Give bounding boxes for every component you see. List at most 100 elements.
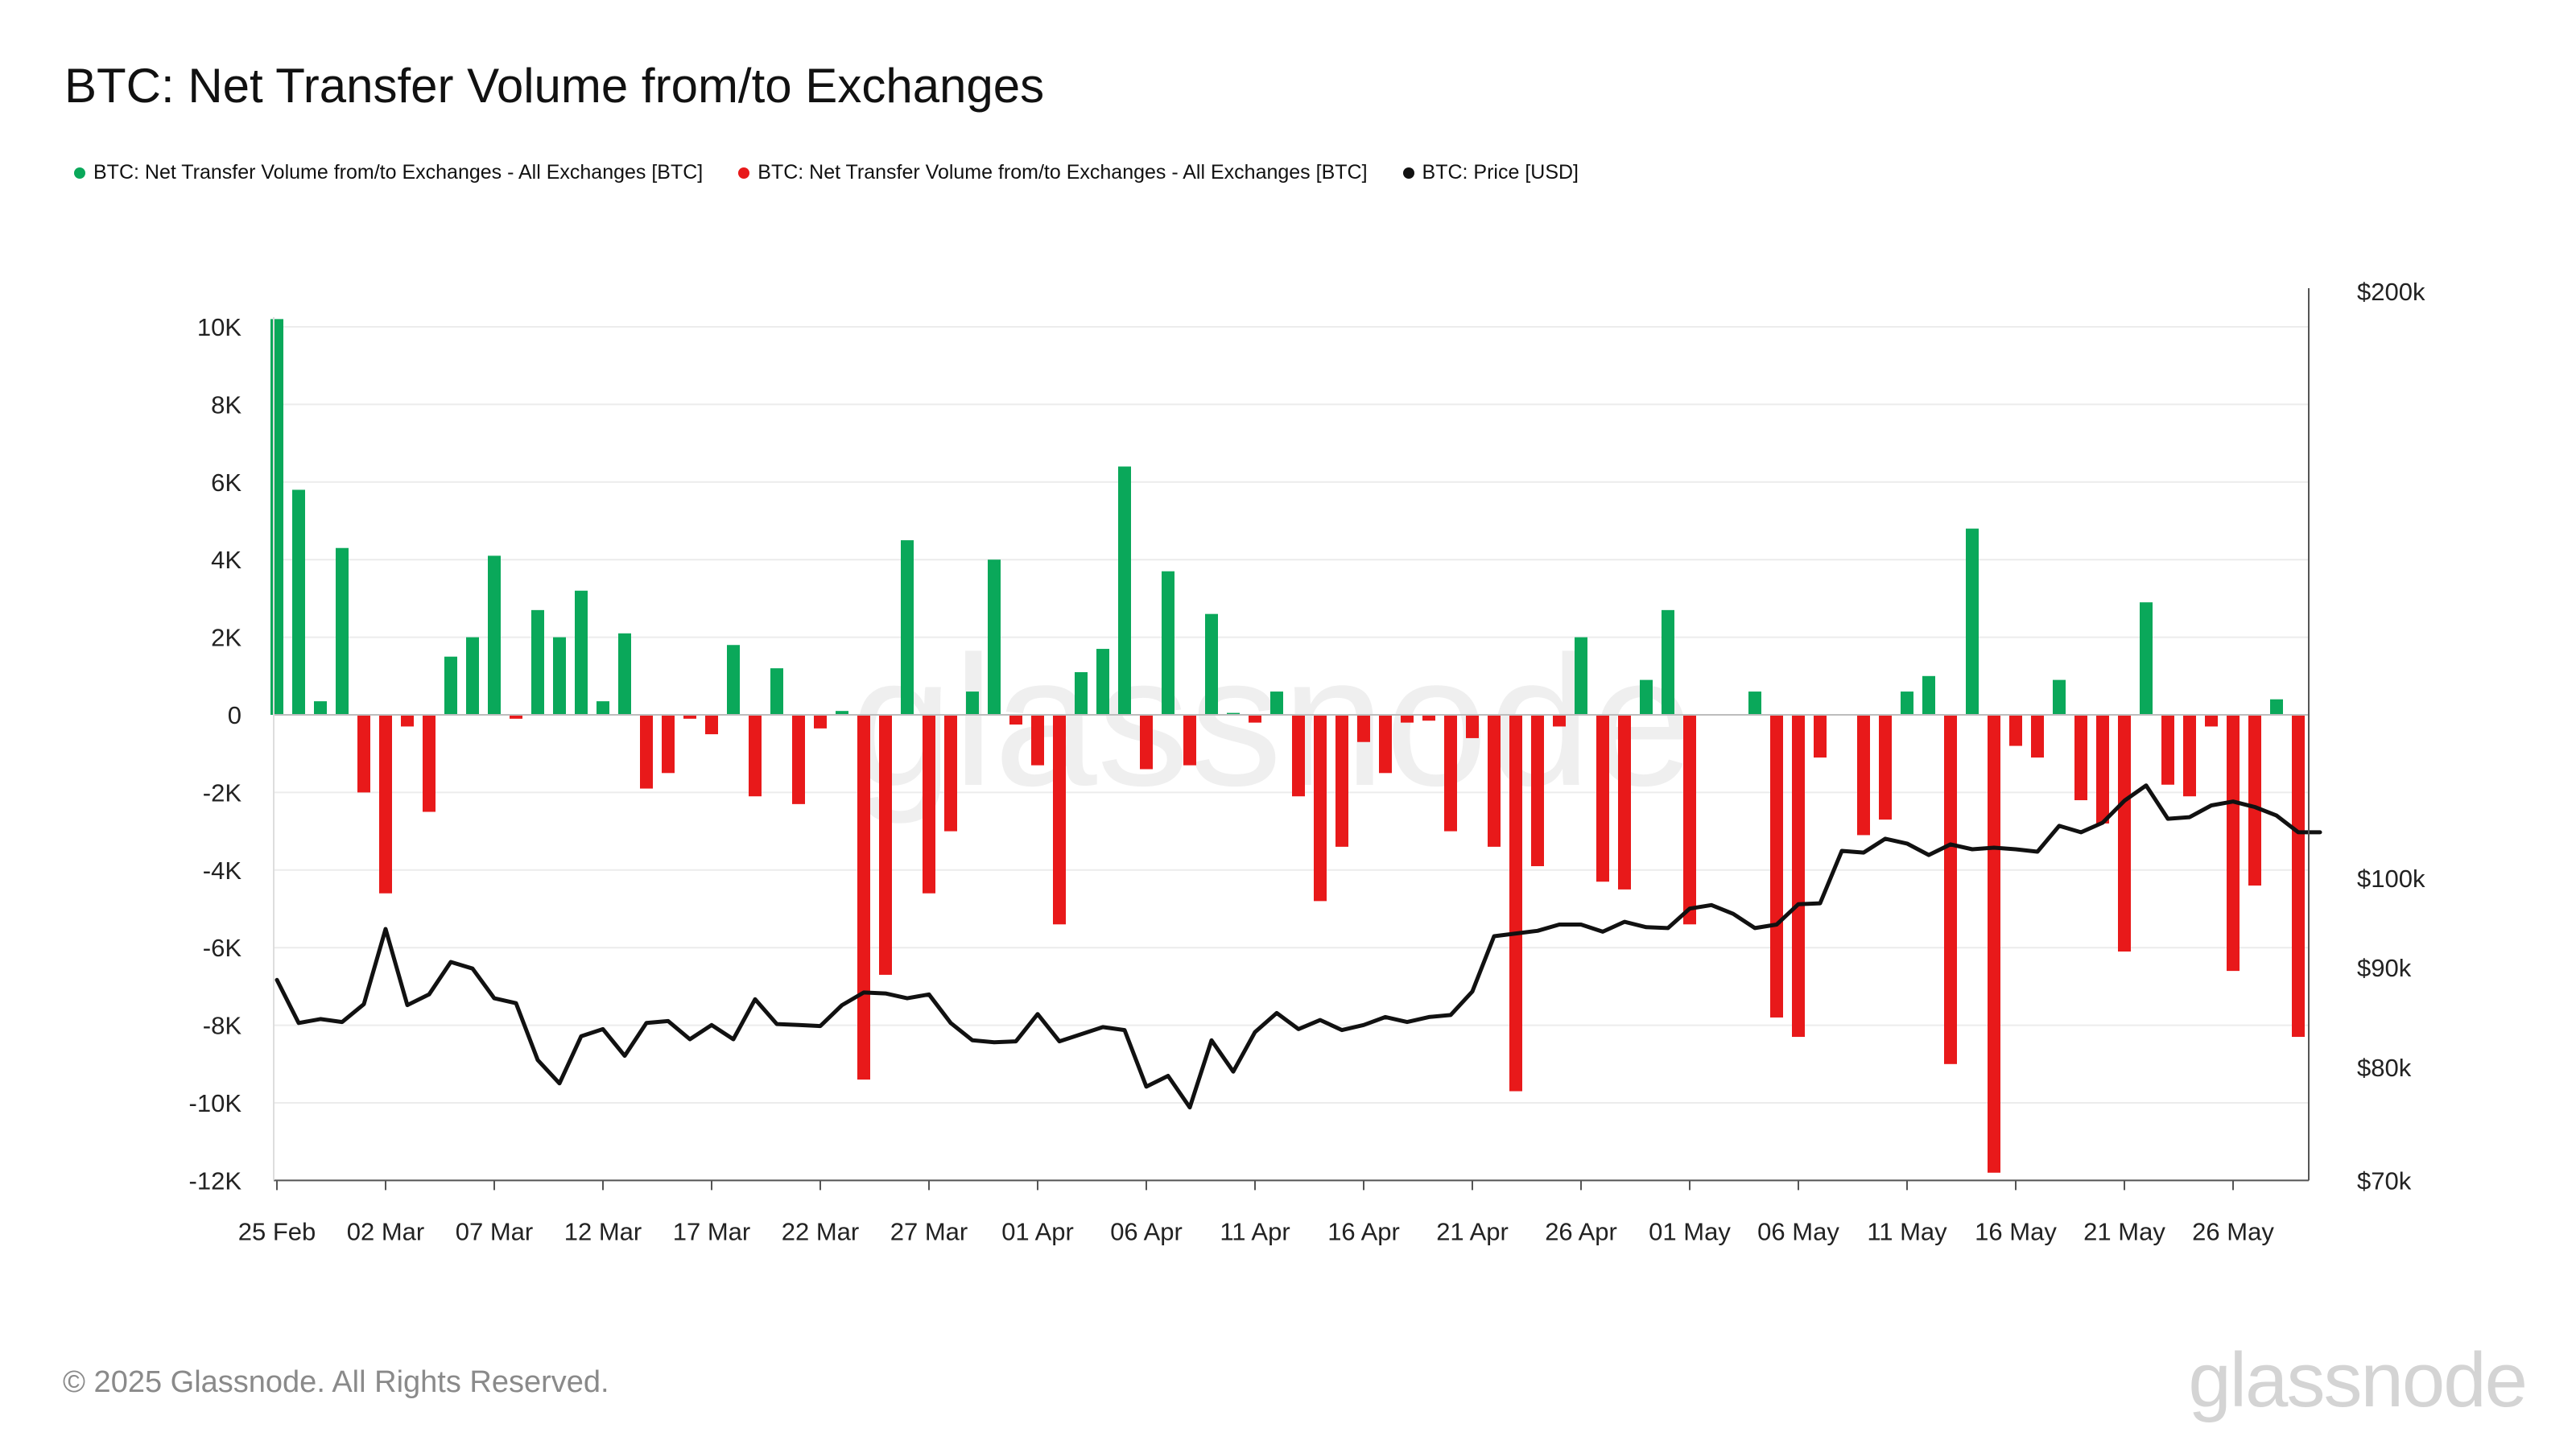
inflow-bar: [2248, 715, 2261, 886]
glassnode-logo: glassnode: [2188, 1337, 2528, 1423]
inflow-bar: [1683, 715, 1696, 925]
y-left-tick-label: 4K: [211, 546, 242, 574]
inflow-bar: [1444, 715, 1457, 832]
inflow-bar: [2161, 715, 2174, 785]
copyright-notice: © 2025 Glassnode. All Rights Reserved.: [63, 1365, 609, 1399]
inflow-bar: [1509, 715, 1522, 1092]
inflow-bar: [792, 715, 805, 804]
y-left-tick-label: 10K: [197, 313, 242, 341]
outflow-bar: [2270, 699, 2283, 715]
outflow-bar: [1748, 691, 1761, 715]
price-line: [275, 783, 2322, 1110]
x-tick-label: 21 Apr: [1436, 1217, 1509, 1245]
y-left-tick-label: -6K: [203, 934, 242, 962]
x-tick-label: 07 Mar: [456, 1217, 533, 1245]
legend-dot-icon: [738, 167, 750, 179]
outflow-bar: [270, 319, 283, 715]
outflow-bar: [1162, 571, 1174, 715]
outflow-bar: [553, 637, 566, 715]
inflow-bar: [2074, 715, 2087, 801]
outflow-bar: [727, 645, 740, 715]
x-tick-label: 16 May: [1975, 1217, 2057, 1245]
inflow-bar: [1249, 715, 1261, 723]
outflow-bar: [966, 691, 979, 715]
chart-watermark: glassnode: [850, 617, 1695, 824]
inflow-bar: [1944, 715, 1957, 1064]
inflow-bar: [1531, 715, 1544, 866]
outflow-bar: [2140, 602, 2153, 715]
outflow-bar: [1640, 679, 1653, 715]
inflow-bar: [401, 715, 414, 727]
outflow-bar: [444, 656, 457, 715]
inflow-bar: [1292, 715, 1305, 797]
outflow-bar: [2053, 679, 2066, 715]
outflow-bar: [836, 711, 848, 715]
inflow-bar: [510, 715, 522, 719]
outflow-bar: [597, 701, 609, 715]
inflow-bar: [923, 715, 935, 894]
outflow-bar: [575, 590, 588, 715]
x-tick-label: 12 Mar: [564, 1217, 642, 1245]
outflow-bar: [336, 547, 349, 715]
x-tick-label: 22 Mar: [782, 1217, 859, 1245]
legend-dot-icon: [1402, 167, 1414, 179]
legend-item-inflow[interactable]: BTC: Net Transfer Volume from/to Exchang…: [738, 161, 1368, 184]
x-tick-label: 26 Apr: [1545, 1217, 1617, 1245]
legend-label: BTC: Price [USD]: [1422, 161, 1579, 184]
x-tick-label: 01 May: [1649, 1217, 1731, 1245]
x-tick-label: 02 Mar: [347, 1217, 424, 1245]
legend-item-price[interactable]: BTC: Price [USD]: [1402, 161, 1579, 184]
x-tick-label: 25 Feb: [238, 1217, 316, 1245]
x-tick-label: 21 May: [2083, 1217, 2165, 1245]
inflow-bar: [1031, 715, 1044, 766]
outflow-bar: [770, 668, 783, 715]
inflow-bar: [683, 715, 696, 719]
outflow-bar: [901, 540, 914, 715]
outflow-bar: [618, 633, 631, 715]
inflow-bar: [1553, 715, 1566, 727]
inflow-bar: [2183, 715, 2196, 797]
outflow-bar: [988, 559, 1001, 715]
inflow-bar: [357, 715, 370, 793]
x-tick-label: 16 Apr: [1327, 1217, 1400, 1245]
inflow-bar: [1792, 715, 1805, 1038]
outflow-bar: [1227, 712, 1240, 715]
inflow-bar: [2205, 715, 2218, 727]
y-left-tick-label: 6K: [211, 469, 242, 497]
inflow-bar: [1335, 715, 1348, 847]
outflow-bar: [1662, 609, 1674, 715]
outflow-bar: [1205, 613, 1218, 715]
inflow-bar: [1618, 715, 1631, 890]
x-tick-label: 27 Mar: [890, 1217, 968, 1245]
inflow-bar: [379, 715, 392, 894]
axes: 10K 8K 6K 4K 2K 0 -2K -4K -6K -8K -10K -12K 25 Feb 02…: [189, 278, 2425, 1245]
inflow-bar: [2118, 715, 2131, 952]
inflow-bar: [1879, 715, 1892, 820]
y-left-tick-label: -12K: [189, 1166, 242, 1195]
inflow-bar: [1596, 715, 1609, 882]
inflow-bar: [2292, 715, 2305, 1038]
y-right-tick-label: $80k: [2357, 1054, 2412, 1082]
x-tick-label: 26 May: [2192, 1217, 2274, 1245]
outflow-bar: [466, 637, 479, 715]
y-right-tick-label: $70k: [2357, 1166, 2412, 1195]
y-left-tick-label: -2K: [203, 778, 242, 807]
legend-item-outflow[interactable]: BTC: Net Transfer Volume from/to Exchang…: [74, 161, 703, 184]
y-left-tick-label: 2K: [211, 624, 242, 652]
x-tick-label: 01 Apr: [1001, 1217, 1074, 1245]
inflow-bar: [857, 715, 870, 1080]
inflow-bar: [1401, 715, 1414, 723]
inflow-bar: [1488, 715, 1501, 847]
outflow-bar: [1901, 691, 1913, 715]
inflow-bar: [640, 715, 653, 789]
inflow-bar: [2227, 715, 2240, 972]
inflow-bar: [944, 715, 957, 832]
chart-title: BTC: Net Transfer Volume from/to Exchang…: [64, 59, 1045, 113]
inflow-bar: [1314, 715, 1327, 902]
x-tick-label: 11 May: [1867, 1217, 1947, 1245]
outflow-bar: [1966, 528, 1979, 715]
legend-label: BTC: Net Transfer Volume from/to Exchang…: [758, 161, 1368, 184]
inflow-bar: [2009, 715, 2022, 746]
y-left-tick-label: 8K: [211, 390, 242, 419]
